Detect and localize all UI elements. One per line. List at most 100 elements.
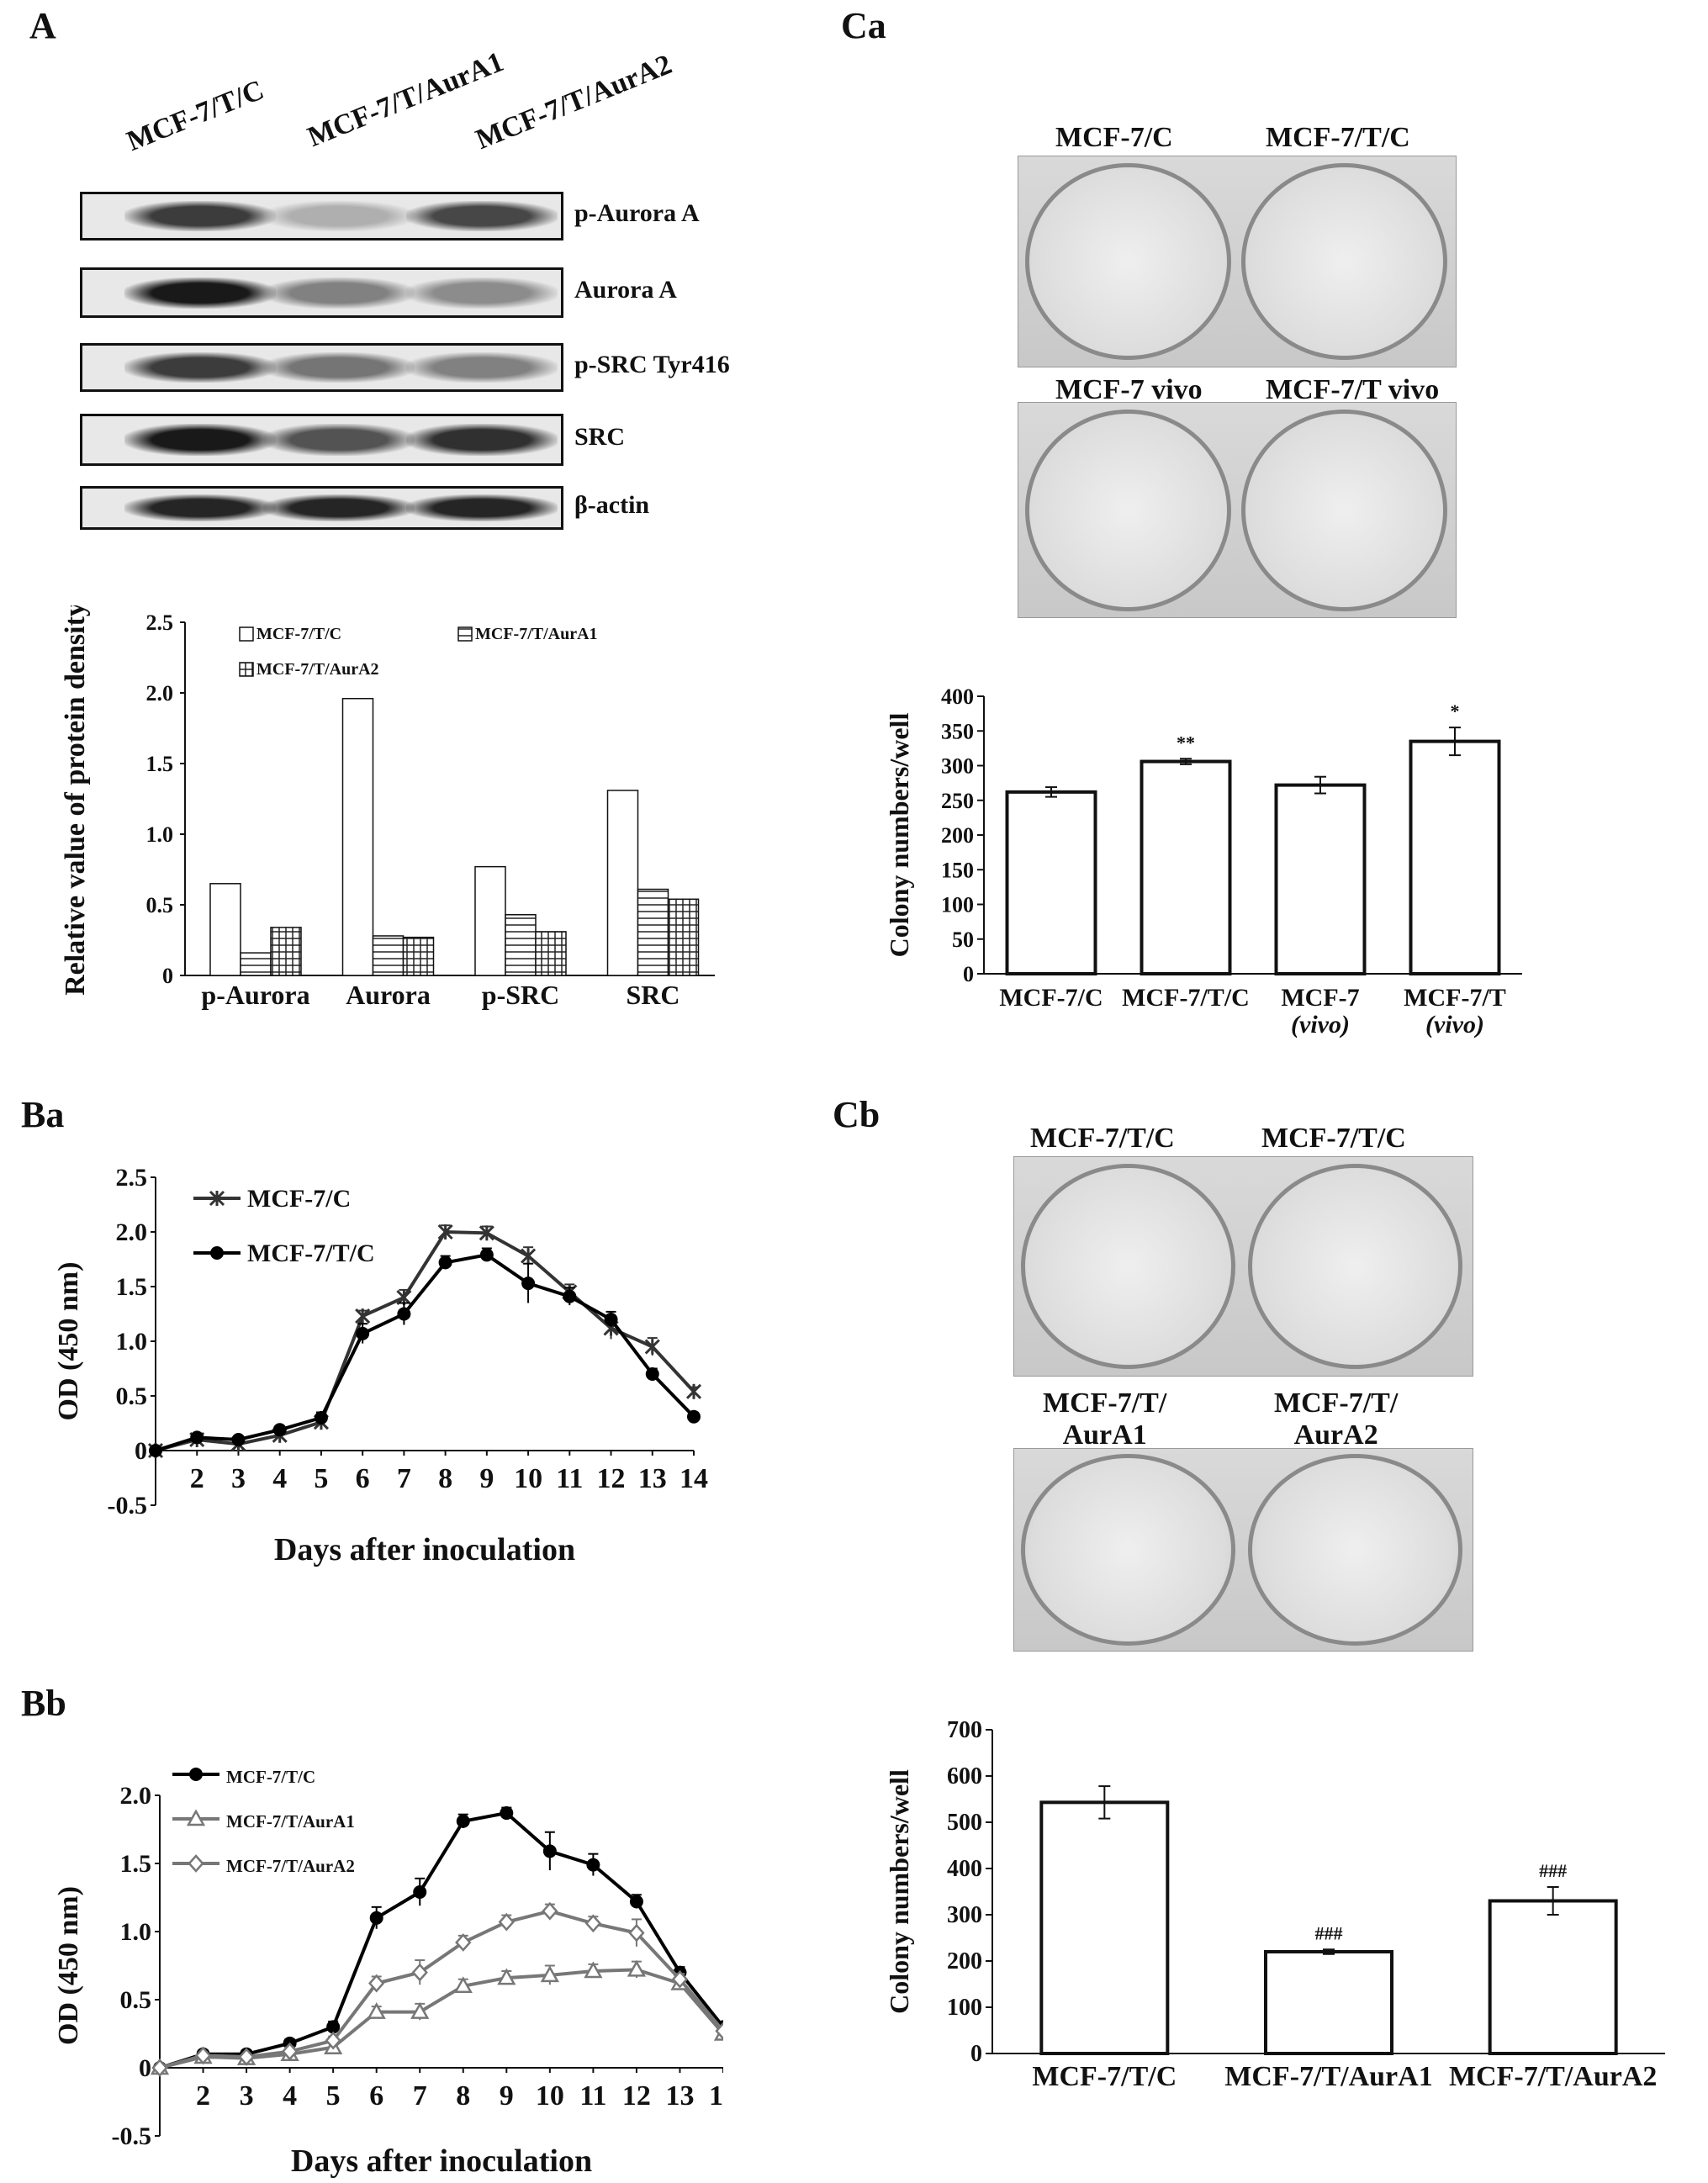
blot-band	[124, 424, 276, 456]
significance-mark: ###	[1315, 1922, 1343, 1943]
data-point	[497, 1968, 516, 1985]
data-point	[604, 1313, 618, 1326]
data-point	[453, 1976, 473, 1994]
bar	[606, 790, 639, 976]
y-tick-label: 50	[952, 928, 974, 952]
y-tick-label: -0.5	[112, 2122, 152, 2150]
data-point	[521, 1276, 536, 1291]
y-axis-label: Colony numbers/well	[884, 1769, 914, 2014]
y-tick-label: 200	[941, 823, 974, 848]
x-tick-label: 6	[356, 1463, 370, 1494]
blot-band	[263, 201, 415, 231]
data-point	[356, 1326, 370, 1340]
bar	[667, 898, 700, 976]
legend-label: MCF-7/T/C	[247, 1240, 375, 1267]
blot-lane-label: MCF-7/T/C	[122, 74, 268, 158]
y-tick-label: 2.0	[116, 1218, 148, 1246]
y-tick-label: 2.0	[146, 681, 174, 706]
data-point	[314, 1411, 328, 1424]
data-point	[586, 1858, 600, 1872]
data-point	[281, 2042, 299, 2061]
plate-label: MCF-7/T/C	[1261, 1123, 1406, 1154]
bar	[505, 914, 537, 976]
x-tick-label: MCF-7/T/AurA1	[1224, 2061, 1432, 2092]
data-point	[685, 1383, 702, 1399]
x-tick-label: MCF-7/T/C	[1122, 984, 1250, 1012]
y-tick-label: 350	[941, 719, 974, 743]
x-tick-label: 14	[709, 2080, 723, 2112]
x-tick-label: 2	[190, 1463, 204, 1494]
y-tick-label: 400	[947, 1856, 982, 1882]
data-point	[272, 1423, 287, 1437]
x-tick-label: 11	[579, 2080, 606, 2112]
y-tick-label: 1.0	[116, 1328, 148, 1356]
data-point	[715, 2022, 723, 2041]
x-tick-label: MCF-7/T	[1404, 984, 1506, 1012]
data-point	[628, 1923, 645, 1942]
y-axis-label: Colony numbers/well	[884, 713, 914, 958]
x-tick-label: MCF-7/T/AurA2	[1449, 2061, 1657, 2092]
y-tick-label: 1.5	[146, 752, 174, 776]
x-tick-label: MCF-7/T/C	[1032, 2061, 1177, 2092]
blot-band	[406, 424, 558, 456]
legend-marker	[188, 1854, 204, 1873]
y-axis-label: OD (450 nm)	[53, 1886, 84, 2045]
well-image	[1025, 410, 1231, 611]
plate-photo	[1018, 156, 1457, 367]
data-point	[584, 1914, 602, 1933]
data-point	[238, 2048, 255, 2066]
y-tick-label: 1.0	[120, 1918, 152, 1946]
bar	[1005, 790, 1097, 975]
y-tick-label: 400	[941, 684, 974, 709]
legend-label: MCF-7/T/AurA1	[475, 625, 598, 643]
x-tick-label: 3	[240, 2080, 254, 2112]
data-point	[456, 1814, 470, 1828]
plate-label: MCF-7/T vivo	[1266, 374, 1440, 405]
data-point	[411, 1963, 428, 1982]
blot-band	[406, 201, 558, 231]
legend-label: MCF-7/T/C	[256, 625, 341, 643]
bar	[1140, 759, 1232, 975]
colony-chart-cb: 0 100 200 300 400 500 600 700 Colony numbers/wel…	[884, 1717, 1665, 2092]
y-tick-label: 0	[162, 964, 173, 988]
blot-band	[124, 352, 276, 383]
blot-band	[263, 424, 415, 456]
y-tick-label: 250	[941, 789, 974, 813]
blot-row-label: Aurora A	[574, 276, 677, 304]
y-tick-label: 100	[947, 1995, 982, 2021]
series-line	[155, 1253, 695, 1452]
blot-band	[406, 352, 558, 383]
well-image	[1241, 410, 1447, 611]
data-point	[190, 1430, 204, 1445]
y-tick-label: 2.5	[146, 610, 174, 635]
plate-photo	[1013, 1448, 1473, 1652]
series-line	[155, 1229, 695, 1452]
y-tick-label: 500	[947, 1810, 982, 1836]
x-tick-label: 5	[314, 1463, 328, 1494]
bar	[474, 865, 506, 976]
data-point	[563, 1289, 577, 1303]
data-point	[367, 2002, 386, 2019]
y-tick-label: 2.0	[120, 1782, 152, 1810]
blot-row-label: p-SRC Tyr416	[574, 351, 730, 378]
y-tick-label: 200	[947, 1948, 982, 1974]
legend-marker	[209, 1190, 225, 1207]
data-point	[645, 1367, 659, 1381]
y-tick-label: 0	[970, 2041, 982, 2067]
y-tick-label: 300	[941, 754, 974, 779]
x-tick-label: 11	[556, 1463, 583, 1494]
well-image	[1241, 163, 1447, 360]
blot-strip	[80, 192, 563, 240]
blot-band	[124, 201, 276, 231]
plate-photo	[1018, 402, 1457, 618]
data-point	[355, 1308, 371, 1324]
data-point	[542, 1901, 558, 1921]
y-tick-label: 0.5	[116, 1382, 148, 1410]
data-point	[644, 1339, 660, 1355]
x-tick-label: SRC	[626, 980, 679, 1010]
blot-band	[263, 278, 415, 309]
blot-strip	[80, 414, 563, 466]
x-tick-label: 7	[413, 2080, 427, 2112]
y-tick-label: 0.5	[120, 1986, 152, 2014]
x-tick-label: MCF-7	[1281, 984, 1359, 1012]
